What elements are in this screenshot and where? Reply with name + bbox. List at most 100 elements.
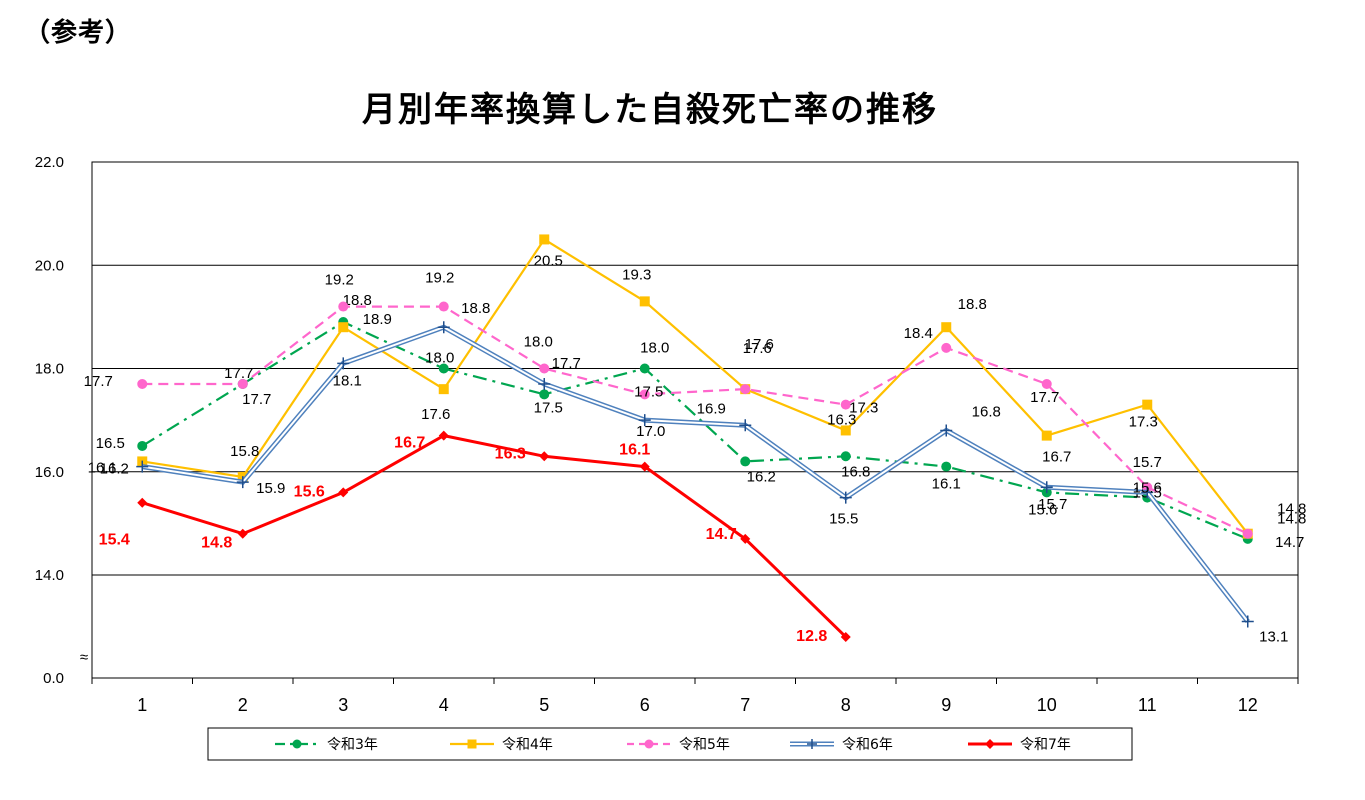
data-label: 16.2 [747, 468, 776, 485]
data-label: 16.3 [827, 411, 856, 428]
data-point [438, 384, 449, 395]
data-label: 16.2 [100, 460, 129, 477]
data-label: 17.7 [242, 391, 271, 408]
data-point [941, 461, 952, 472]
data-point [539, 363, 550, 374]
data-point [638, 414, 651, 427]
x-tick-label: 9 [941, 695, 951, 715]
legend-item: 令和7年 [968, 737, 1071, 753]
data-point [1040, 481, 1053, 494]
data-label: 17.6 [421, 406, 450, 423]
data-point [1141, 486, 1154, 499]
series-4 [141, 324, 1250, 624]
data-label: 17.6 [743, 340, 772, 357]
y-tick-label: 14.0 [35, 567, 64, 584]
data-point [338, 487, 349, 498]
series-line [141, 434, 847, 638]
data-label: 14.8 [1277, 511, 1306, 528]
series-line [142, 305, 1249, 535]
legend-label: 令和7年 [1020, 737, 1071, 753]
data-point [438, 430, 449, 441]
data-label: 17.3 [849, 400, 878, 417]
data-label: 17.7 [1030, 389, 1059, 406]
data-label: 16.8 [841, 463, 870, 480]
data-label: 15.5 [829, 511, 858, 528]
data-label: 13.1 [1259, 628, 1288, 645]
data-label: 17.5 [534, 399, 563, 416]
data-point [941, 322, 952, 333]
data-point [1242, 528, 1253, 539]
chart-title: 月別年率換算した自殺死亡率の推移 [362, 90, 938, 130]
data-point [840, 631, 851, 642]
data-label: 18.1 [333, 372, 362, 389]
legend-marker [807, 739, 817, 749]
data-label: 16.8 [972, 403, 1001, 420]
data-point [740, 384, 751, 395]
data-label: 15.6 [1028, 501, 1057, 518]
data-label: 14.7 [706, 526, 737, 543]
data-label: 16.7 [394, 435, 425, 452]
data-label: 16.9 [697, 400, 726, 417]
data-point [740, 533, 751, 544]
legend-label: 令和3年 [327, 737, 378, 753]
series-line-inner [142, 326, 1249, 623]
data-label: 18.0 [640, 340, 669, 357]
data-label: 14.8 [201, 535, 232, 552]
legend-marker [644, 739, 654, 749]
data-point [740, 456, 751, 467]
data-point [338, 322, 349, 333]
legend-label: 令和4年 [502, 737, 553, 753]
data-point [136, 460, 149, 473]
data-label: 12.8 [796, 628, 827, 645]
data-label: 17.7 [552, 355, 581, 372]
data-point [137, 378, 148, 389]
x-tick-label: 2 [238, 695, 248, 715]
data-point [236, 476, 249, 489]
data-point [338, 301, 349, 312]
data-point [438, 301, 449, 312]
y-tick-label: 20.0 [35, 257, 64, 274]
data-point [839, 491, 852, 504]
data-label: 19.2 [425, 270, 454, 287]
data-label: 18.9 [363, 311, 392, 328]
legend-item: 令和6年 [790, 737, 893, 753]
legend-item: 令和3年 [275, 737, 378, 753]
data-point [1241, 615, 1254, 628]
y-tick-label: 18.0 [35, 361, 64, 378]
data-point [840, 425, 851, 436]
x-tick-label: 1 [137, 695, 147, 715]
data-point [539, 451, 550, 462]
legend-item: 令和5年 [627, 737, 730, 753]
data-point [639, 389, 650, 400]
data-label: 14.8 [1277, 501, 1306, 518]
plot-area [91, 161, 1299, 679]
data-label: 15.9 [256, 480, 285, 497]
data-point [538, 377, 551, 390]
x-tick-label: 5 [539, 695, 549, 715]
data-label: 15.4 [99, 532, 130, 549]
data-label: 17.5 [634, 383, 663, 400]
data-label: 17.6 [745, 336, 774, 353]
data-label: 15.6 [1133, 479, 1162, 496]
legend-marker [467, 739, 477, 749]
data-label: 15.6 [294, 483, 325, 500]
data-label: 18.8 [461, 300, 490, 317]
data-label: 16.1 [932, 476, 961, 493]
data-label: 16.1 [88, 460, 117, 477]
data-label: 16.5 [96, 435, 125, 452]
data-label: 16.3 [495, 445, 526, 462]
data-label: 15.7 [1133, 454, 1162, 471]
data-point [438, 363, 449, 374]
data-label: 16.1 [619, 442, 650, 459]
legend-marker [292, 739, 302, 749]
data-point [739, 419, 752, 432]
data-label: 17.3 [1129, 414, 1158, 431]
data-label: 14.7 [1275, 534, 1304, 551]
series-line [142, 237, 1249, 535]
data-label: 19.2 [325, 272, 354, 289]
data-point [137, 497, 148, 508]
data-point [237, 378, 248, 389]
data-point [237, 528, 248, 539]
data-label: 15.8 [230, 443, 259, 460]
